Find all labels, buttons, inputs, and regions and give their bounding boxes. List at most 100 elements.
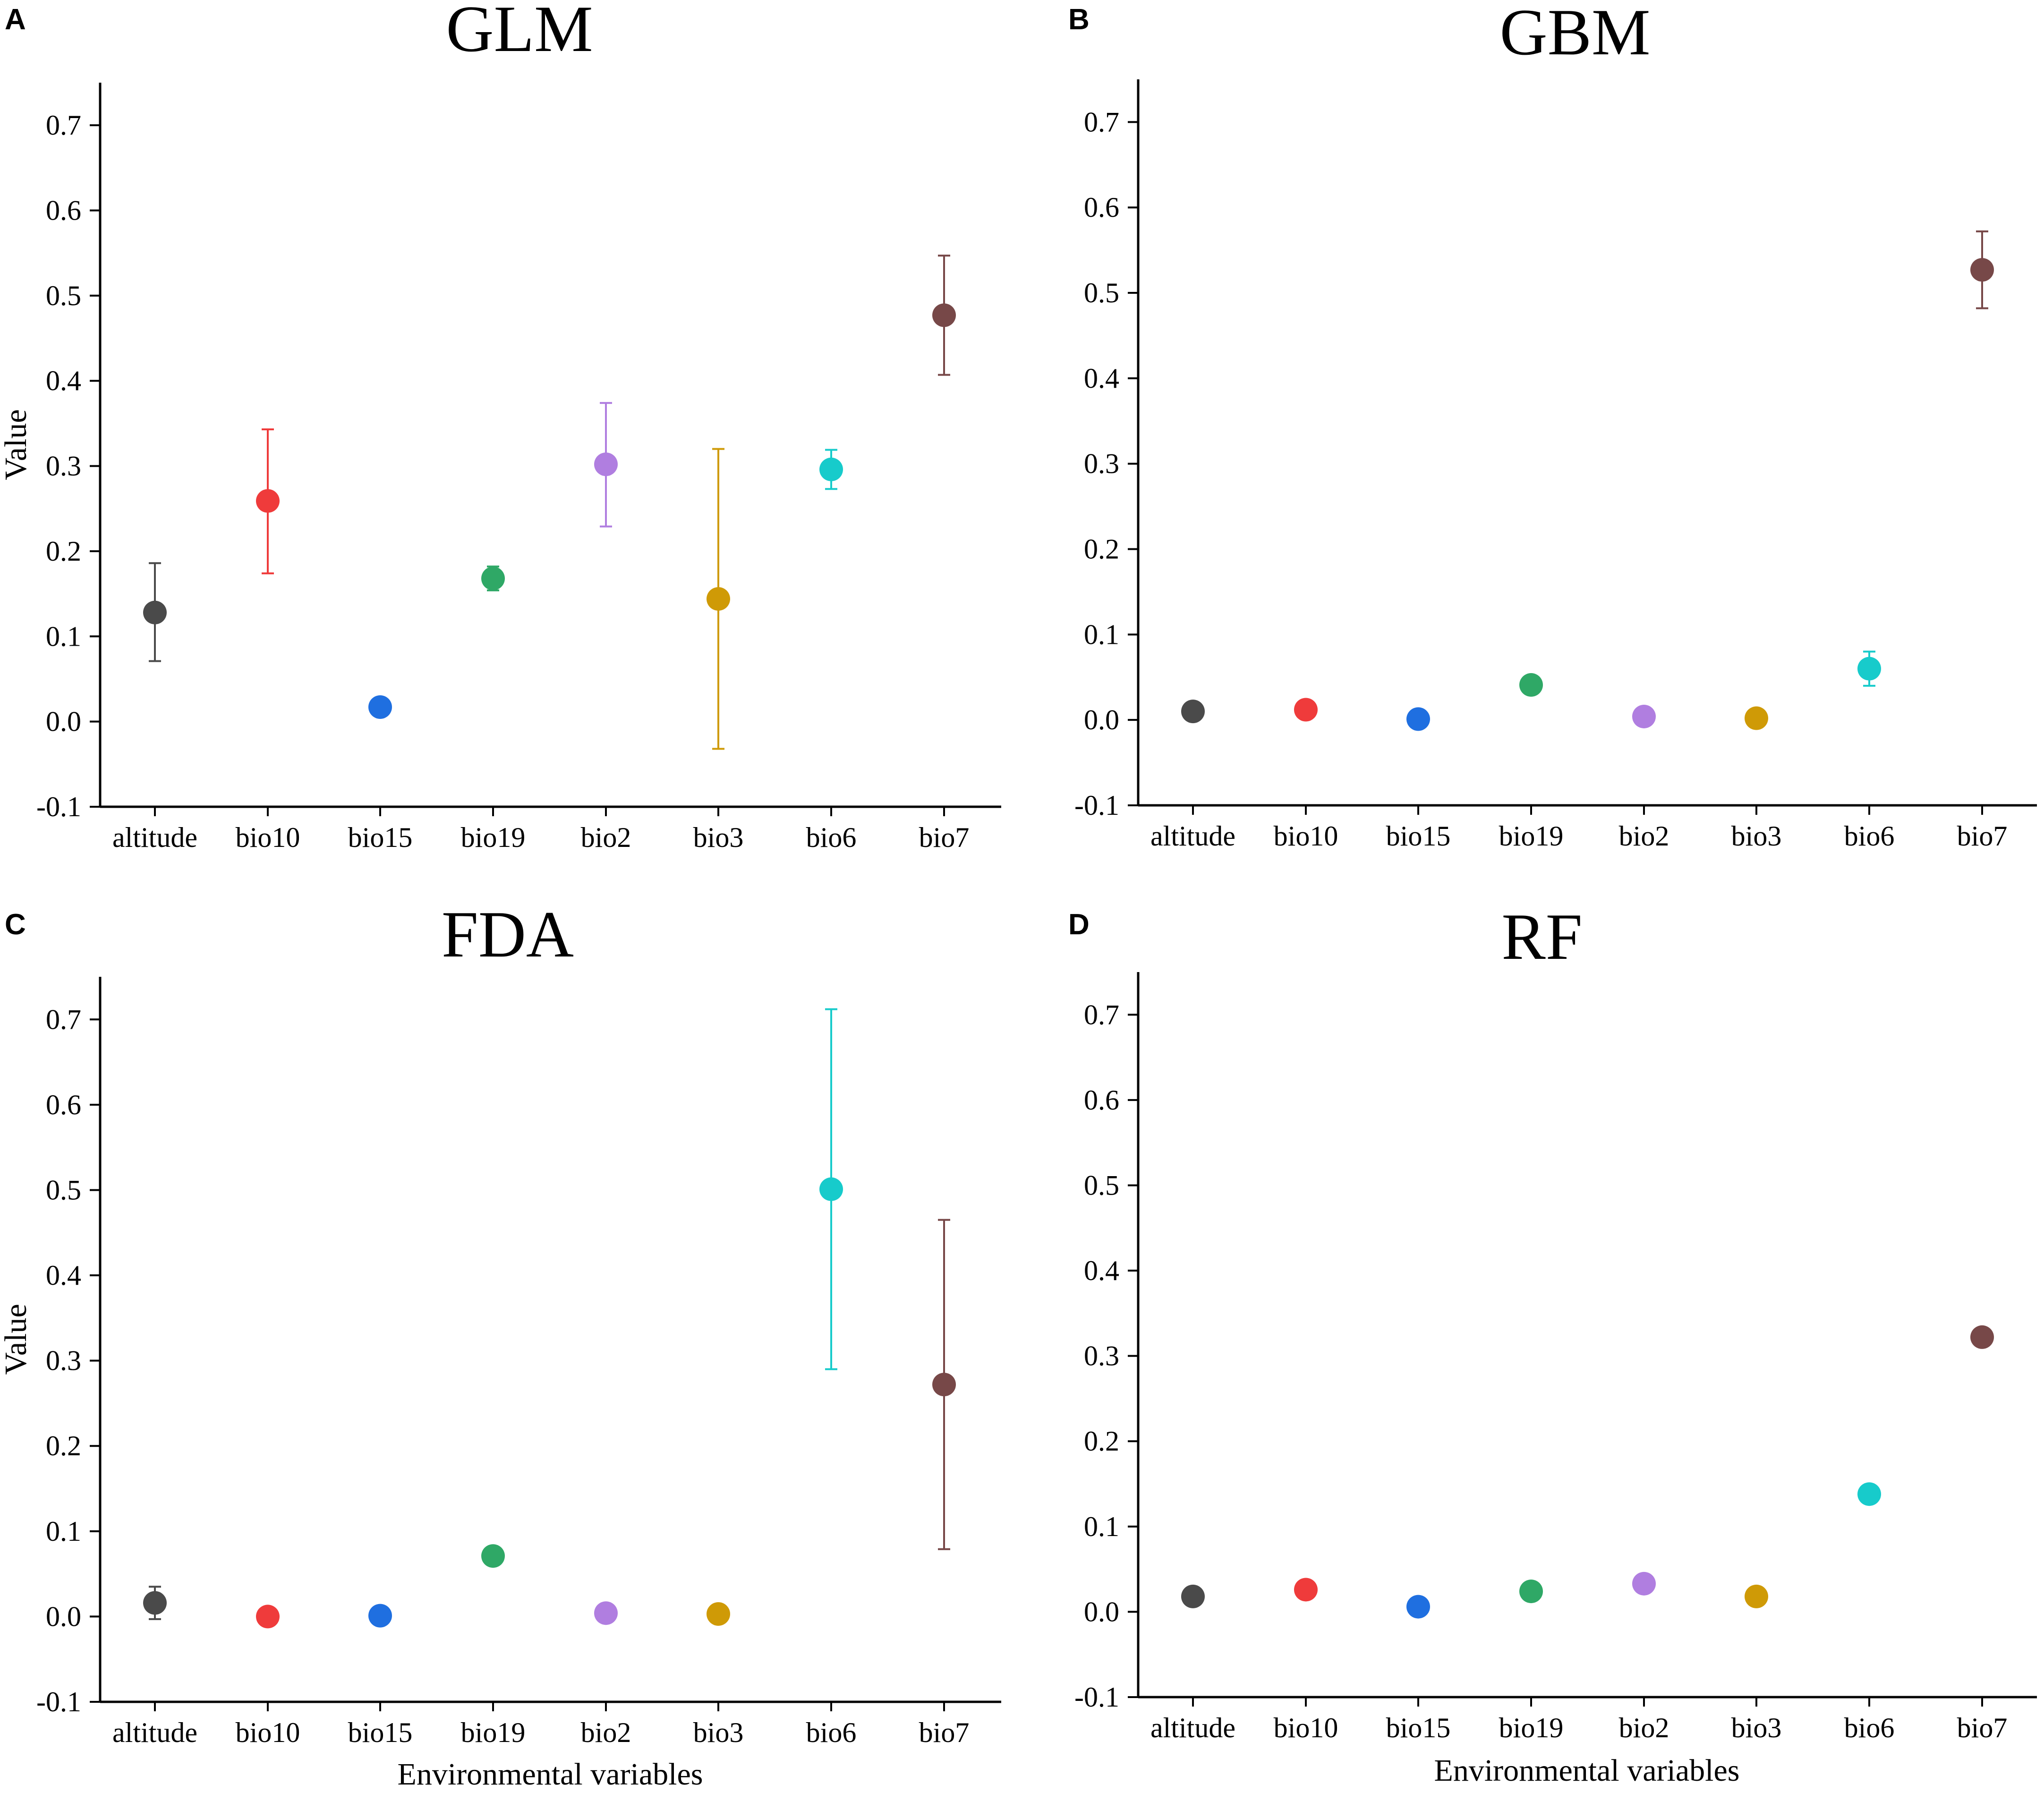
data-point-bio2 bbox=[594, 452, 618, 476]
y-tick-label: 0.1 bbox=[1084, 619, 1119, 650]
y-tick-label: -0.1 bbox=[36, 1686, 81, 1717]
y-tick-label: 0.1 bbox=[46, 621, 81, 652]
x-tick-label: bio3 bbox=[1731, 820, 1782, 852]
y-tick-label: 0.6 bbox=[46, 1089, 81, 1120]
x-tick-label: bio3 bbox=[1731, 1712, 1782, 1743]
y-tick-label: 0.5 bbox=[1084, 1170, 1119, 1201]
y-tick-label: 0.0 bbox=[1084, 704, 1119, 735]
x-tick-label: bio7 bbox=[1957, 1712, 2008, 1743]
x-tick-label: bio7 bbox=[1957, 820, 2008, 852]
data-point-bio3 bbox=[707, 1602, 730, 1626]
x-axis-label: Environmental variables bbox=[398, 1757, 703, 1792]
data-point-altitude bbox=[143, 1591, 167, 1615]
data-point-bio6 bbox=[1857, 1482, 1881, 1506]
y-tick-label: 0.1 bbox=[1084, 1511, 1119, 1542]
y-tick-label: 0.7 bbox=[1084, 999, 1119, 1030]
y-tick-label: 0.7 bbox=[46, 110, 81, 141]
data-point-bio7 bbox=[932, 1373, 956, 1397]
x-tick-label: bio10 bbox=[1274, 820, 1338, 852]
panel-letter: C bbox=[5, 908, 26, 941]
panel-letter: B bbox=[1068, 3, 1090, 36]
data-point-bio6 bbox=[819, 1177, 843, 1201]
x-tick-label: bio6 bbox=[1844, 1712, 1895, 1743]
x-tick-label: altitude bbox=[1150, 820, 1235, 852]
data-point-altitude bbox=[1181, 1584, 1205, 1608]
x-tick-label: bio7 bbox=[919, 822, 970, 853]
y-tick-label: 0.7 bbox=[46, 1004, 81, 1035]
x-tick-label: bio15 bbox=[348, 822, 413, 853]
data-point-bio2 bbox=[594, 1601, 618, 1625]
data-point-bio19 bbox=[1519, 673, 1543, 697]
chart-title: GBM bbox=[1500, 0, 1651, 69]
y-tick-label: 0.5 bbox=[46, 1174, 81, 1205]
x-tick-label: bio2 bbox=[581, 1717, 631, 1748]
data-point-altitude bbox=[143, 600, 167, 624]
y-tick-label: 0.3 bbox=[46, 451, 81, 482]
y-tick-label: 0.4 bbox=[46, 1260, 81, 1291]
data-point-bio10 bbox=[1294, 1578, 1318, 1602]
data-point-bio7 bbox=[1970, 258, 1994, 282]
x-axis-label: Environmental variables bbox=[1434, 1753, 1740, 1788]
data-point-bio7 bbox=[1970, 1325, 1994, 1349]
y-tick-label: 0.5 bbox=[1084, 277, 1119, 308]
x-tick-label: bio2 bbox=[1619, 1712, 1669, 1743]
data-point-bio3 bbox=[1745, 706, 1768, 730]
data-point-bio15 bbox=[1406, 707, 1430, 731]
x-tick-label: bio6 bbox=[806, 1717, 857, 1748]
data-point-bio2 bbox=[1632, 704, 1656, 728]
chart-title: RF bbox=[1501, 900, 1582, 973]
y-tick-label: 0.0 bbox=[46, 1601, 81, 1632]
y-tick-label: -0.1 bbox=[1074, 790, 1119, 821]
y-tick-label: 0.6 bbox=[1084, 1084, 1119, 1116]
data-point-bio3 bbox=[707, 587, 730, 611]
data-point-bio15 bbox=[1406, 1595, 1430, 1619]
x-tick-label: bio2 bbox=[1619, 820, 1669, 852]
panel-letter: A bbox=[5, 3, 26, 36]
data-point-bio19 bbox=[481, 566, 505, 590]
y-tick-label: 0.0 bbox=[46, 706, 81, 737]
x-tick-label: bio19 bbox=[1499, 820, 1564, 852]
panel-b: B GBM -0.1 0.0 0.1 0.2 0.3 0.4 0.5 0.6 0.7 altitude… bbox=[1068, 0, 2037, 852]
data-point-bio19 bbox=[1519, 1580, 1543, 1604]
data-point-bio7 bbox=[932, 303, 956, 327]
x-tick-label: bio19 bbox=[1499, 1712, 1564, 1743]
panel-a: A GLM -0.1 0.0 0.1 0.2 0.3 0.4 0.5 0.6 0.7 Value alt… bbox=[0, 0, 1001, 853]
x-tick-label: bio19 bbox=[461, 1717, 526, 1748]
y-tick-label: 0.3 bbox=[46, 1345, 81, 1376]
data-point-bio10 bbox=[256, 1605, 280, 1629]
data-point-bio10 bbox=[1294, 698, 1318, 722]
panel-letter: D bbox=[1068, 908, 1090, 941]
x-tick-label: bio2 bbox=[581, 822, 631, 853]
x-tick-label: bio3 bbox=[693, 822, 744, 853]
data-point-bio6 bbox=[819, 457, 843, 481]
y-tick-label: 0.4 bbox=[1084, 1255, 1119, 1286]
data-point-bio3 bbox=[1745, 1584, 1768, 1608]
y-tick-label: 0.2 bbox=[1084, 1426, 1119, 1457]
x-tick-label: bio7 bbox=[919, 1717, 970, 1748]
x-tick-label: bio10 bbox=[1274, 1712, 1338, 1743]
x-tick-label: bio6 bbox=[806, 822, 857, 853]
y-tick-label: 0.3 bbox=[1084, 1340, 1119, 1372]
data-point-bio15 bbox=[368, 695, 392, 719]
y-axis-label: Value bbox=[0, 409, 33, 480]
y-axis-label: Value bbox=[0, 1304, 33, 1375]
x-tick-label: bio15 bbox=[1386, 820, 1451, 852]
y-tick-label: 0.2 bbox=[46, 1430, 81, 1461]
x-tick-label: altitude bbox=[112, 822, 197, 853]
x-tick-label: bio15 bbox=[348, 1717, 413, 1748]
chart-title: FDA bbox=[442, 898, 574, 971]
x-tick-label: altitude bbox=[1150, 1712, 1235, 1743]
y-tick-label: 0.4 bbox=[46, 365, 81, 396]
x-tick-label: bio10 bbox=[236, 822, 300, 853]
chart-title: GLM bbox=[446, 0, 593, 66]
data-point-altitude bbox=[1181, 700, 1205, 724]
x-tick-label: bio10 bbox=[236, 1717, 300, 1748]
x-tick-label: bio19 bbox=[461, 822, 526, 853]
y-tick-label: 0.1 bbox=[46, 1516, 81, 1547]
y-tick-label: 0.6 bbox=[1084, 192, 1119, 223]
y-tick-label: 0.7 bbox=[1084, 106, 1119, 137]
y-tick-label: 0.5 bbox=[46, 280, 81, 311]
data-point-bio6 bbox=[1857, 657, 1881, 681]
data-point-bio19 bbox=[481, 1544, 505, 1568]
